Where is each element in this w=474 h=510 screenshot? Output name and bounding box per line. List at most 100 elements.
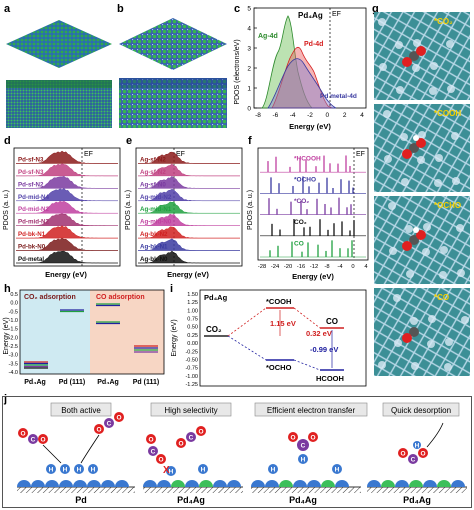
- pdos-row-curve: [15, 225, 119, 239]
- f-row-label: *OCHO: [294, 177, 316, 184]
- j-atom-label: C: [301, 443, 306, 450]
- g-oxygen-atom: [402, 241, 412, 251]
- j-atom: [88, 464, 98, 474]
- panel-label-g: g: [372, 3, 379, 15]
- j-atom-label: H: [335, 467, 340, 474]
- alloy-cluster-top-view: [119, 18, 227, 70]
- j-surface-atom: [87, 480, 101, 487]
- i-value-3: -0.99 eV: [310, 345, 338, 354]
- g-adsorbate-label: *COOH: [434, 109, 461, 118]
- c-xtick-label: -2: [307, 112, 313, 119]
- j-surface-atom: [381, 480, 395, 487]
- g-adsorbate-label: *CO₂: [434, 17, 453, 26]
- i-ytick-label: 1.00: [187, 308, 198, 314]
- j-surface-hatch: [251, 487, 361, 493]
- j-surface-hatch: [367, 487, 467, 493]
- j-title-1: Both active: [61, 406, 101, 415]
- j-atom-label: H: [91, 467, 96, 474]
- j-surface-atom: [17, 480, 31, 487]
- e-ylabel: PDOS (a. u.): [125, 190, 132, 230]
- j-atom-label: O: [420, 451, 425, 458]
- pdos-row-label: Ag-mid-N1: [140, 206, 172, 213]
- c-pdmetal-label: Pd metal-4d: [320, 93, 357, 100]
- i-ytick-label: 0.25: [187, 333, 198, 339]
- i-ytick-label: -0.25: [185, 349, 198, 355]
- panel-g-snapshots: *CO₂ *COOH *OCHO *CO: [374, 12, 470, 388]
- j-atom: [268, 464, 278, 474]
- h-yticks: 0.5 0.0 -0.5 -1.0 -1.5 -2.0 -2.5 -3.0 -3.5 -4.0: [9, 292, 18, 376]
- j-atom: [198, 464, 208, 474]
- h-ytick-label: -2.5: [9, 344, 18, 350]
- j-atom-label: O: [178, 441, 183, 448]
- h-xlabel-1: Pd₄Ag: [24, 379, 46, 386]
- h-co-background: [90, 290, 164, 374]
- j-atom: [28, 434, 38, 444]
- j-atom: [308, 432, 318, 442]
- pdos-row-label: Ag-bk-N0: [140, 256, 168, 263]
- g-oxygen-atom: [416, 138, 426, 148]
- i-ytick-label: -1.00: [185, 374, 198, 380]
- h-xlabel-2: Pd (111): [59, 379, 85, 386]
- nanocluster-top-view: [6, 20, 112, 68]
- f-xtick-label: 0: [351, 264, 354, 270]
- c-ylabel: PDOS (electrons/eV): [234, 39, 241, 104]
- j-atom-label: O: [158, 457, 163, 464]
- e-fermi-label: EF: [176, 151, 185, 158]
- j-surface-atom: [213, 480, 227, 487]
- pdos-row-label: Pd-bk-N1: [18, 231, 46, 238]
- j-atom-label: H: [63, 467, 68, 474]
- pdos-row-label: Ag-sf-N2: [140, 169, 166, 176]
- j-atom: [288, 432, 298, 442]
- f-xtick-label: -12: [310, 264, 318, 270]
- h-xlabel-3: Pd₄Ag: [97, 379, 119, 386]
- j-surface-atom: [423, 480, 437, 487]
- j-surface-atom: [437, 480, 451, 487]
- j-atom-label: H: [49, 467, 54, 474]
- j-bottom-2: Pd₄Ag: [177, 495, 205, 505]
- h-ylabel: Energy (eV): [3, 317, 10, 354]
- c-xtick-label: -6: [272, 112, 278, 119]
- j-atom-label: O: [96, 427, 101, 434]
- h-co-title: CO adsorption: [96, 294, 145, 301]
- pdos-row-label: Pd-bk-N0: [18, 244, 46, 251]
- j-surface-atom: [199, 480, 213, 487]
- j-atom-label: C: [189, 435, 194, 442]
- j-surface-atom: [171, 480, 185, 487]
- j-atom-label: C: [31, 437, 36, 444]
- g-hydrogen-atom: [413, 135, 419, 141]
- i-cooh-label: *COOH: [266, 297, 291, 306]
- j-surface-atom: [143, 480, 157, 487]
- j-atom: [166, 466, 176, 476]
- j-atom: [398, 448, 408, 458]
- pdos-row-curve: [137, 151, 241, 164]
- j-surface-hatch: [17, 487, 135, 493]
- j-atom-label: O: [116, 415, 121, 422]
- panel-b-structure: [117, 14, 229, 132]
- pdos-row-label: Pd-sf-N3: [18, 156, 44, 163]
- g-snapshot-lattice: [374, 196, 470, 284]
- j-bottom-4: Pd₄Ag: [403, 495, 431, 505]
- j-atom: [332, 464, 342, 474]
- j-surface-atom: [185, 480, 199, 487]
- panel-h-adsorption: Energy (eV) CO₂ adsorption CO adsorption…: [2, 286, 168, 390]
- d-xlabel: Energy (eV): [45, 270, 87, 279]
- f-xlabel: Energy (eV): [292, 272, 334, 281]
- h-ytick-label: -3.0: [9, 353, 18, 359]
- j-surface-atom: [45, 480, 59, 487]
- i-hcooh-label: HCOOH: [316, 374, 344, 383]
- j-surface-atom: [307, 480, 321, 487]
- pdos-row-label: Ag-sf-N2: [140, 156, 166, 163]
- d-fermi-label: EF: [84, 151, 93, 158]
- pd-metal-4d-curve: [267, 58, 337, 109]
- i-yticks: 1.50 1.25 1.00 0.75 0.50 0.25 0.00 -0.25 -0.50 -0…: [185, 292, 198, 388]
- j-atom: [186, 432, 196, 442]
- f-row-label: CO₂: [294, 219, 307, 226]
- g-oxygen-atom: [416, 46, 426, 56]
- j-atom: [94, 424, 104, 434]
- pdos-row-label: Pd-mid-N4: [18, 194, 49, 201]
- panel-c-pdos: PDOS (electrons/eV) EF Pd₄Ag Ag-4d Pd-4d…: [232, 2, 370, 134]
- c-compound-label: Pd₄Ag: [298, 11, 323, 20]
- panel-label-h: h: [4, 283, 11, 295]
- f-xtick-label: -4: [337, 264, 343, 270]
- j-bottom-1: Pd: [75, 495, 87, 505]
